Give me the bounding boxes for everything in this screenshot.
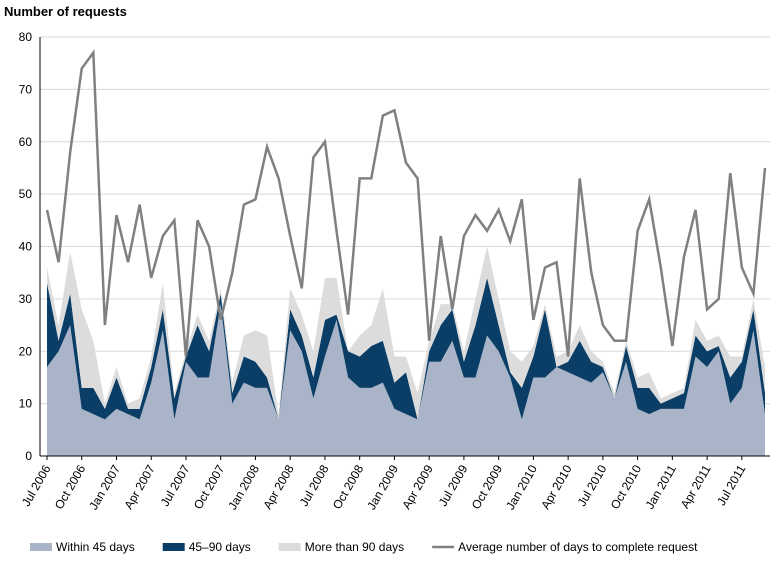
legend-label: More than 90 days <box>305 540 404 554</box>
y-tick-label: 10 <box>19 397 33 411</box>
x-tick-label: Apr 2011 <box>678 462 714 511</box>
legend-item: Average number of days to complete reque… <box>432 540 698 554</box>
x-tick-label: Jan 2007 <box>86 462 123 512</box>
x-tick-label: Oct 2010 <box>608 462 645 511</box>
y-tick-label: 40 <box>19 240 33 254</box>
x-tick-label: Jul 2007 <box>158 462 193 509</box>
y-tick-label: 20 <box>19 344 33 358</box>
legend-label: 45–90 days <box>189 540 251 554</box>
y-axis-label: Number of requests <box>4 4 127 19</box>
legend-swatch <box>278 543 301 551</box>
y-tick-label: 60 <box>19 135 33 149</box>
y-tick-label: 0 <box>25 449 32 463</box>
legend-item: 45–90 days <box>162 540 251 554</box>
x-tick-label: Oct 2006 <box>52 462 89 511</box>
x-tick-label: Jan 2011 <box>643 462 680 511</box>
x-tick-label: Jul 2006 <box>19 462 54 509</box>
x-tick-label: Apr 2010 <box>538 462 575 511</box>
legend-label: Average number of days to complete reque… <box>458 540 698 554</box>
area <box>47 277 765 420</box>
legend-label: Within 45 days <box>56 540 135 554</box>
y-tick-label: 70 <box>19 82 33 96</box>
legend-swatch <box>30 543 52 551</box>
x-tick-label: Oct 2009 <box>469 462 506 511</box>
x-tick-label: Jul 2008 <box>297 462 332 509</box>
y-tick-label: 80 <box>19 30 33 44</box>
x-tick-label: Jan 2010 <box>503 462 540 512</box>
x-tick-label: Jul 2011 <box>714 462 749 508</box>
x-tick-label: Jan 2009 <box>364 462 401 512</box>
legend-item: Within 45 days <box>30 540 135 554</box>
x-tick-label: Jan 2008 <box>225 462 262 512</box>
legend-item: More than 90 days <box>278 540 404 554</box>
x-tick-label: Apr 2008 <box>260 462 297 511</box>
x-tick-label: Jul 2010 <box>575 462 610 509</box>
x-tick-label: Oct 2008 <box>330 462 367 511</box>
x-tick-label: Oct 2007 <box>191 462 228 511</box>
y-tick-label: 30 <box>19 292 33 306</box>
line <box>45 49 767 357</box>
x-tick-label: Apr 2009 <box>399 462 436 511</box>
x-tick-label: Jul 2009 <box>436 462 471 509</box>
x-tick-label: Apr 2007 <box>121 462 158 511</box>
legend-swatch <box>162 543 185 551</box>
y-tick-label: 50 <box>19 187 33 201</box>
area <box>47 304 765 456</box>
